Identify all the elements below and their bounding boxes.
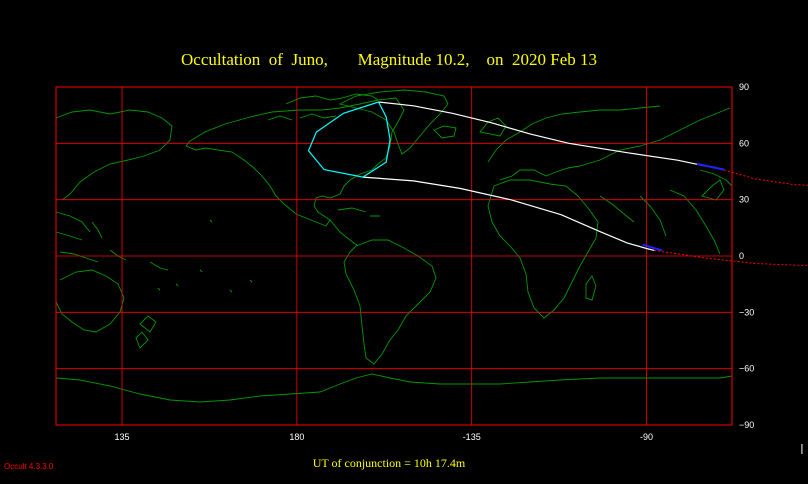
latitude-tick-label: −30 <box>739 307 754 317</box>
coastline-greenland <box>338 89 449 155</box>
latitude-tick-label: −90 <box>739 420 754 430</box>
earth-limb-west <box>307 101 391 178</box>
conjunction-time-label: UT of conjunction = 10h 17.4m <box>312 456 466 470</box>
path-south-limit <box>362 176 655 251</box>
longitude-tick-label: -135 <box>463 432 481 442</box>
path-south-continuation <box>654 249 808 266</box>
coastline-new-zealand <box>135 315 157 349</box>
longitude-tick-label: -90 <box>640 432 653 442</box>
latitude-tick-label: 0 <box>739 251 744 261</box>
coastline-japan <box>701 179 725 201</box>
coastline-africa <box>487 179 599 319</box>
coastline-madagascar <box>585 275 597 301</box>
latitude-tick-label: −60 <box>739 364 754 374</box>
latitude-tick-label: 60 <box>739 138 749 148</box>
central-line-segment <box>642 243 663 252</box>
latitude-tick-label: 90 <box>739 82 749 92</box>
software-version-label: Occult 4.3.3.0 <box>4 462 54 471</box>
coastline-pacific-islands <box>157 219 253 293</box>
coastline-north-america <box>185 97 405 227</box>
graticule <box>55 86 733 426</box>
coastline-europe <box>479 105 661 181</box>
coastline-indonesia <box>55 221 169 271</box>
coastline-south-america <box>343 239 437 365</box>
central-line-segment <box>696 163 725 171</box>
coastline-caribbean <box>329 207 380 247</box>
map-title: Occultation of Juno, Magnitude 10.2, on … <box>181 50 597 69</box>
coastline-antarctica <box>55 373 733 403</box>
coastline-layer <box>55 89 733 403</box>
latitude-tick-label: 30 <box>739 195 749 205</box>
coastline-arctic-islands <box>267 93 379 121</box>
longitude-tick-label: 180 <box>289 432 304 442</box>
longitude-tick-label: 135 <box>115 432 130 442</box>
occultation-path <box>307 101 808 454</box>
path-north-limit <box>378 101 717 169</box>
coastline-australia <box>55 269 125 333</box>
coastline-iceland <box>433 125 457 139</box>
coastline-east-asia <box>55 109 173 233</box>
coastline-asia <box>579 107 733 255</box>
